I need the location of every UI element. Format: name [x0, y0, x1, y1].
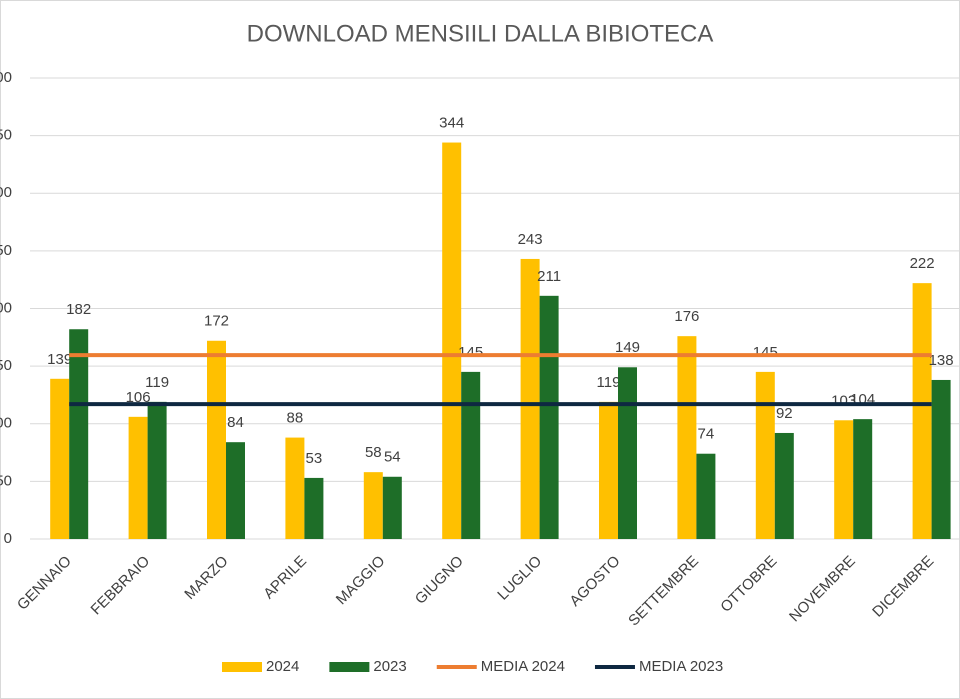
bar [226, 442, 245, 539]
bar [285, 437, 305, 539]
bar [677, 336, 697, 539]
y-tick-label: 400 [0, 69, 12, 86]
bar [128, 416, 148, 539]
bar [207, 340, 226, 539]
legend-label: MEDIA 2023 [639, 658, 723, 675]
legend-swatch [329, 662, 370, 672]
data-label: 344 [439, 115, 464, 132]
data-label: 119 [597, 374, 621, 391]
y-tick-label: 250 [0, 242, 12, 259]
data-label: 149 [615, 339, 640, 356]
data-label: 92 [776, 405, 793, 422]
data-label: 84 [227, 414, 244, 431]
y-tick-label: 150 [0, 357, 12, 374]
data-label: 74 [698, 426, 715, 443]
y-tick-label: 350 [0, 127, 12, 144]
data-label: 53 [306, 450, 323, 467]
data-label: 222 [910, 255, 935, 272]
legend-swatch [222, 662, 262, 672]
legend-label: MEDIA 2024 [481, 658, 565, 675]
y-tick-label: 200 [0, 299, 12, 316]
data-label: 139 [47, 351, 72, 368]
y-tick-label: 300 [0, 184, 12, 201]
bar [363, 472, 383, 539]
bar [755, 371, 775, 539]
bar [696, 453, 716, 539]
bar [931, 379, 951, 539]
data-label: 106 [126, 389, 151, 406]
data-label: 54 [384, 449, 401, 466]
y-tick-label: 100 [0, 415, 12, 432]
data-label: 176 [674, 308, 699, 325]
bar [599, 401, 618, 539]
y-tick-label: 50 [0, 472, 12, 489]
y-tick-label: 0 [4, 530, 12, 547]
bar [912, 283, 932, 539]
bar [461, 371, 481, 539]
legend-label: 2024 [266, 658, 299, 675]
data-label: 145 [458, 344, 483, 361]
data-label: 211 [537, 268, 561, 285]
data-label: 172 [204, 313, 229, 330]
data-label: 138 [929, 352, 954, 369]
bar [50, 378, 70, 539]
legend-label: 2023 [373, 658, 406, 675]
bar [774, 432, 794, 539]
bar [304, 477, 324, 539]
data-label: 182 [66, 301, 91, 318]
data-label: 58 [365, 444, 382, 461]
data-label: 119 [145, 374, 169, 391]
data-label: 243 [518, 231, 543, 248]
bar [382, 476, 402, 539]
bar [147, 401, 167, 539]
bar [539, 295, 559, 539]
bar [834, 420, 854, 539]
bar [520, 258, 540, 539]
bar [69, 329, 89, 539]
bar [853, 419, 873, 539]
data-label: 88 [287, 410, 304, 427]
chart-title: DOWNLOAD MENSIILI DALLA BIBIOTECA [247, 20, 714, 47]
bar [618, 367, 637, 539]
data-label: 145 [753, 344, 778, 361]
bar [442, 142, 462, 540]
